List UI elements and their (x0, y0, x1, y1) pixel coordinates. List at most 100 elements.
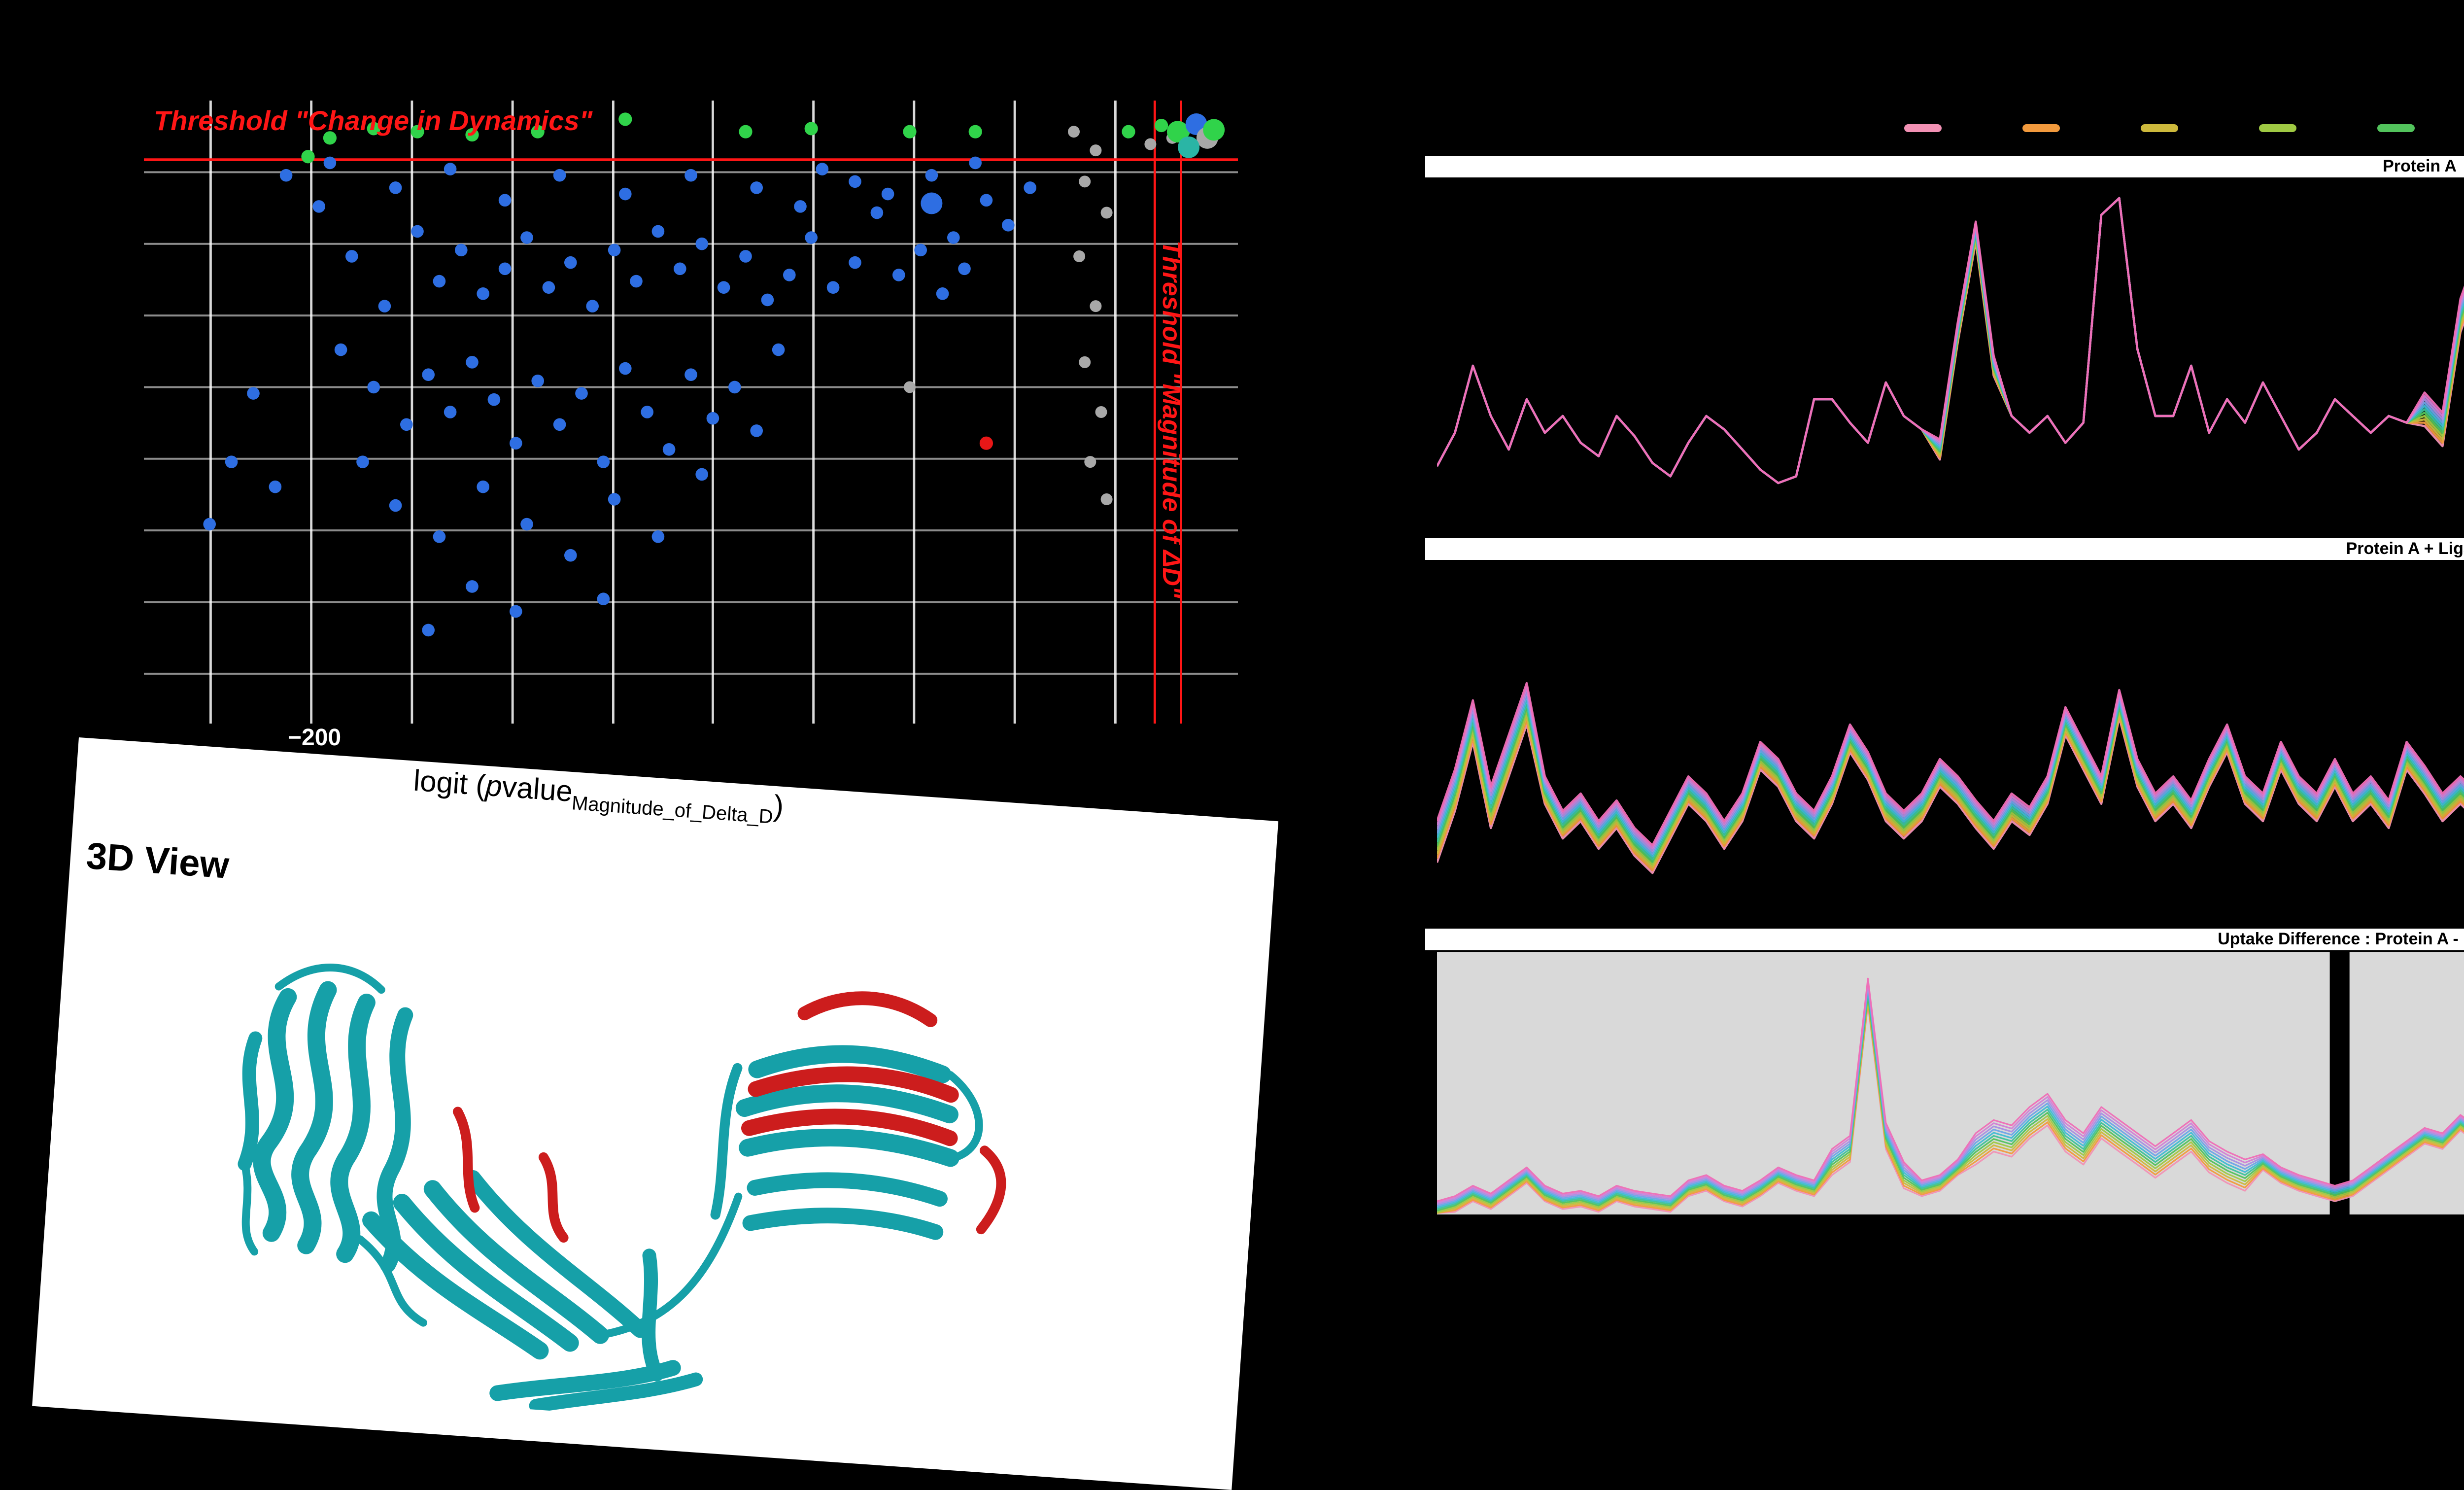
series-line[interactable] (1437, 996, 2464, 1213)
scatter-point[interactable] (870, 206, 884, 219)
scatter-point[interactable] (1068, 126, 1080, 138)
series-line[interactable] (1437, 566, 2464, 852)
scatter-point[interactable] (531, 375, 544, 387)
scatter-point[interactable] (1155, 118, 1168, 133)
volcano-scatter-svg[interactable] (144, 101, 1238, 724)
scatter-point[interactable] (1100, 493, 1113, 505)
series-line[interactable] (1437, 597, 2464, 866)
scatter-point[interactable] (477, 287, 489, 300)
scatter-point[interactable] (936, 287, 949, 300)
scatter-point[interactable] (969, 156, 982, 170)
scatter-point[interactable] (892, 269, 905, 281)
scatter-point[interactable] (651, 530, 665, 543)
series-line[interactable] (1437, 998, 2464, 1214)
uptake-plot-protein-a-ligand[interactable] (1437, 566, 2464, 911)
series-line[interactable] (1437, 980, 2464, 1204)
series-line[interactable] (1437, 985, 2464, 1207)
series-line[interactable] (1437, 583, 2464, 861)
scatter-point[interactable] (542, 281, 555, 294)
scatter-point[interactable] (433, 275, 446, 288)
scatter-point[interactable] (1024, 181, 1036, 194)
series-line[interactable] (1437, 977, 2464, 1202)
series-line[interactable] (1437, 197, 2464, 513)
series-line[interactable] (1437, 566, 2464, 847)
series-legend[interactable] (1904, 124, 2464, 132)
legend-dash-0[interactable] (1904, 124, 1942, 132)
scatter-point[interactable] (761, 293, 774, 307)
scatter-point[interactable] (750, 424, 763, 437)
legend-dash-3[interactable] (2259, 124, 2296, 132)
series-line[interactable] (1437, 618, 2464, 874)
scatter-point[interactable] (323, 156, 337, 170)
series-line[interactable] (1437, 197, 2464, 485)
scatter-point[interactable] (498, 262, 512, 276)
scatter-point[interactable] (1095, 406, 1107, 418)
series-line[interactable] (1437, 611, 2464, 871)
scatter-point[interactable] (881, 187, 894, 201)
scatter-point[interactable] (389, 499, 402, 512)
scatter-point[interactable] (334, 343, 347, 356)
scatter-point[interactable] (1079, 356, 1091, 368)
scatter-point[interactable] (958, 262, 971, 276)
scatter-point[interactable] (947, 231, 960, 244)
scatter-point[interactable] (674, 262, 686, 276)
scatter-point[interactable] (1144, 138, 1157, 150)
scatter-point[interactable] (411, 125, 424, 139)
volcano-plot[interactable]: Threshold "Change in Dynamics" Threshold… (144, 101, 1238, 724)
scatter-point[interactable] (1090, 300, 1102, 312)
scatter-point[interactable] (422, 368, 435, 381)
scatter-point[interactable] (1084, 456, 1096, 468)
scatter-point[interactable] (553, 418, 566, 431)
scatter-point[interactable] (477, 480, 489, 493)
scatter-point[interactable] (345, 250, 358, 263)
scatter-point[interactable] (466, 356, 479, 369)
scatter-point[interactable] (487, 393, 501, 406)
scatter-point[interactable] (739, 250, 752, 263)
scatter-point[interactable] (849, 256, 861, 269)
series-line[interactable] (1437, 1001, 2464, 1214)
3d-structure-view[interactable]: logit (pvalueMagnitude_of_Delta_D) 3D Vi… (32, 737, 1279, 1490)
scatter-point[interactable] (608, 243, 621, 257)
scatter-point[interactable] (783, 269, 796, 281)
scatter-point[interactable] (1079, 175, 1091, 188)
series-line[interactable] (1437, 569, 2464, 855)
scatter-point[interactable] (695, 468, 708, 481)
scatter-point[interactable] (968, 125, 982, 139)
scatter-point[interactable] (520, 518, 533, 531)
scatter-point[interactable] (564, 549, 577, 562)
scatter-point[interactable] (378, 300, 391, 312)
scatter-point[interactable] (739, 125, 753, 139)
scatter-point[interactable] (510, 605, 522, 618)
scatter-point[interactable] (225, 455, 238, 468)
scatter-point[interactable] (269, 480, 282, 493)
scatter-point[interactable] (695, 237, 708, 250)
scatter-point[interactable] (979, 436, 993, 450)
series-line[interactable] (1437, 1004, 2464, 1214)
scatter-point[interactable] (389, 181, 402, 194)
scatter-point[interactable] (301, 150, 315, 164)
scatter-point[interactable] (608, 493, 621, 506)
scatter-point[interactable] (465, 128, 479, 142)
uptake-difference-plot[interactable] (1437, 952, 2464, 1214)
scatter-point[interactable] (1203, 119, 1225, 141)
scatter-point[interactable] (1100, 207, 1113, 219)
scatter-point[interactable] (1166, 121, 1189, 143)
legend-dash-1[interactable] (2022, 124, 2060, 132)
scatter-point[interactable] (312, 200, 325, 213)
scatter-point[interactable] (1178, 136, 1200, 158)
scatter-point[interactable] (1002, 219, 1015, 232)
series-line[interactable] (1437, 566, 2464, 849)
scatter-point[interactable] (247, 387, 260, 400)
scatter-point[interactable] (804, 122, 818, 136)
scatter-point[interactable] (684, 169, 697, 182)
scatter-point[interactable] (444, 406, 457, 418)
scatter-point[interactable] (586, 300, 599, 312)
scatter-point[interactable] (510, 437, 522, 450)
scatter-point[interactable] (684, 368, 697, 381)
scatter-point[interactable] (466, 580, 479, 593)
series-line[interactable] (1437, 576, 2464, 858)
scatter-point[interactable] (750, 181, 763, 194)
scatter-point[interactable] (826, 281, 840, 294)
scatter-point[interactable] (706, 412, 719, 425)
scatter-point[interactable] (323, 131, 337, 145)
